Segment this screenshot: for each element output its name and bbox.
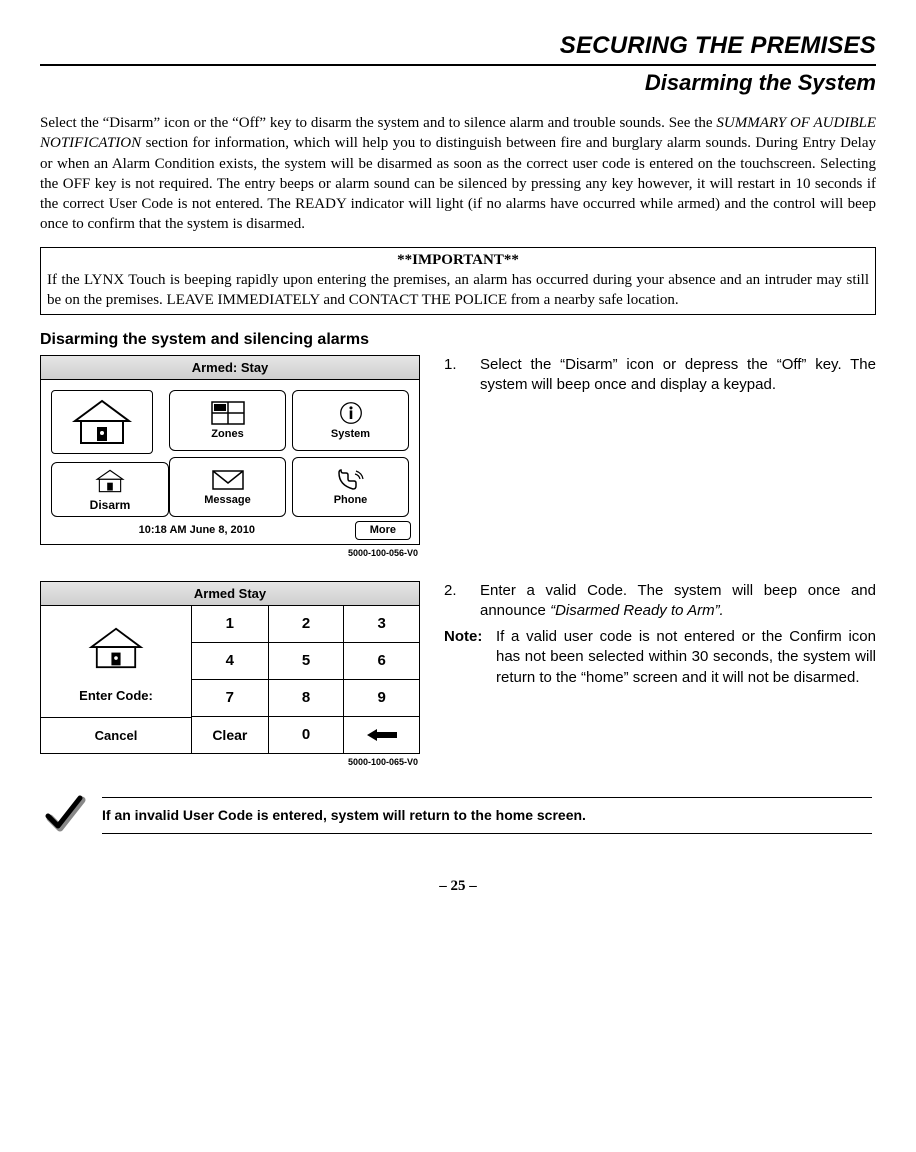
key-0[interactable]: 0 [268, 717, 344, 753]
row-step-1: Armed: Stay [40, 355, 876, 567]
status-timestamp: 10:18 AM June 8, 2010 [49, 523, 345, 538]
enter-code-label: Enter Code: [41, 681, 191, 718]
key-5[interactable]: 5 [268, 643, 344, 680]
screen-keypad: Armed Stay Enter Code: Cancel [40, 581, 420, 755]
intro-before: Select the “Disarm” icon or the “Off” ke… [40, 115, 716, 131]
phone-button[interactable]: Phone [292, 457, 409, 517]
envelope-icon [211, 467, 245, 491]
important-box: **IMPORTANT** If the LYNX Touch is beepi… [40, 247, 876, 316]
tip-row: If an invalid User Code is entered, syst… [40, 794, 876, 836]
screen-armed-stay: Armed: Stay [40, 355, 420, 545]
key-9[interactable]: 9 [343, 680, 419, 717]
step2-text: 2. Enter a valid Code. The system will b… [444, 581, 876, 777]
key-2[interactable]: 2 [268, 606, 344, 643]
keypad-grid: 1 2 3 4 5 6 7 8 9 Clear 0 [192, 606, 419, 753]
phone-label: Phone [334, 493, 368, 508]
key-1[interactable]: 1 [192, 606, 268, 643]
info-icon [337, 401, 365, 425]
key-6[interactable]: 6 [343, 643, 419, 680]
disarm-label: Disarm [90, 497, 131, 513]
tip-text: If an invalid User Code is entered, syst… [102, 797, 872, 834]
step1-number: 1. [444, 355, 464, 396]
page-title: SECURING THE PREMISES [40, 30, 876, 62]
phone-icon [336, 467, 366, 491]
zones-button[interactable]: Zones [169, 390, 286, 450]
key-4[interactable]: 4 [192, 643, 268, 680]
note-body: If a valid user code is not entered or t… [496, 627, 876, 688]
zones-label: Zones [211, 427, 243, 442]
system-button[interactable]: System [292, 390, 409, 450]
step2-body: Enter a valid Code. The system will beep… [480, 581, 876, 622]
figure-ref-2: 5000-100-065-V0 [40, 756, 418, 768]
zones-icon [211, 401, 245, 425]
key-clear[interactable]: Clear [192, 717, 268, 753]
house-icon-small [41, 606, 191, 681]
intro-paragraph: Select the “Disarm” icon or the “Off” ke… [40, 113, 876, 235]
step2-number: 2. [444, 581, 464, 622]
message-label: Message [204, 493, 250, 508]
section-heading: Disarming the system and silencing alarm… [40, 329, 876, 351]
screen1-container: Armed: Stay [40, 355, 420, 567]
page-number: – 25 – [40, 876, 876, 896]
key-8[interactable]: 8 [268, 680, 344, 717]
message-button[interactable]: Message [169, 457, 286, 517]
page-subtitle: Disarming the System [40, 64, 876, 98]
screen1-header: Armed: Stay [41, 356, 419, 381]
key-backspace[interactable] [343, 717, 419, 753]
backspace-icon [367, 727, 397, 743]
disarm-button[interactable]: Disarm [51, 462, 169, 516]
screen2-container: Armed Stay Enter Code: Cancel [40, 581, 420, 777]
step1-text: 1. Select the “Disarm” icon or depress t… [444, 355, 876, 567]
important-title: **IMPORTANT** [47, 250, 869, 270]
step2-quoted: “Disarmed Ready to Arm”. [550, 602, 724, 619]
note-label: Note: [444, 627, 488, 688]
figure-ref-1: 5000-100-056-V0 [40, 547, 418, 559]
more-button[interactable]: More [355, 521, 411, 540]
key-3[interactable]: 3 [343, 606, 419, 643]
important-body: If the LYNX Touch is beeping rapidly upo… [47, 270, 869, 311]
intro-after: section for information, which will help… [40, 135, 876, 232]
key-7[interactable]: 7 [192, 680, 268, 717]
screen2-header: Armed Stay [41, 582, 419, 607]
row-step-2: Armed Stay Enter Code: Cancel [40, 581, 876, 777]
step1-body: Select the “Disarm” icon or depress the … [480, 355, 876, 396]
system-label: System [331, 427, 370, 442]
cancel-button[interactable]: Cancel [41, 718, 191, 754]
house-status-icon [51, 390, 153, 454]
checkmark-icon [44, 794, 86, 836]
